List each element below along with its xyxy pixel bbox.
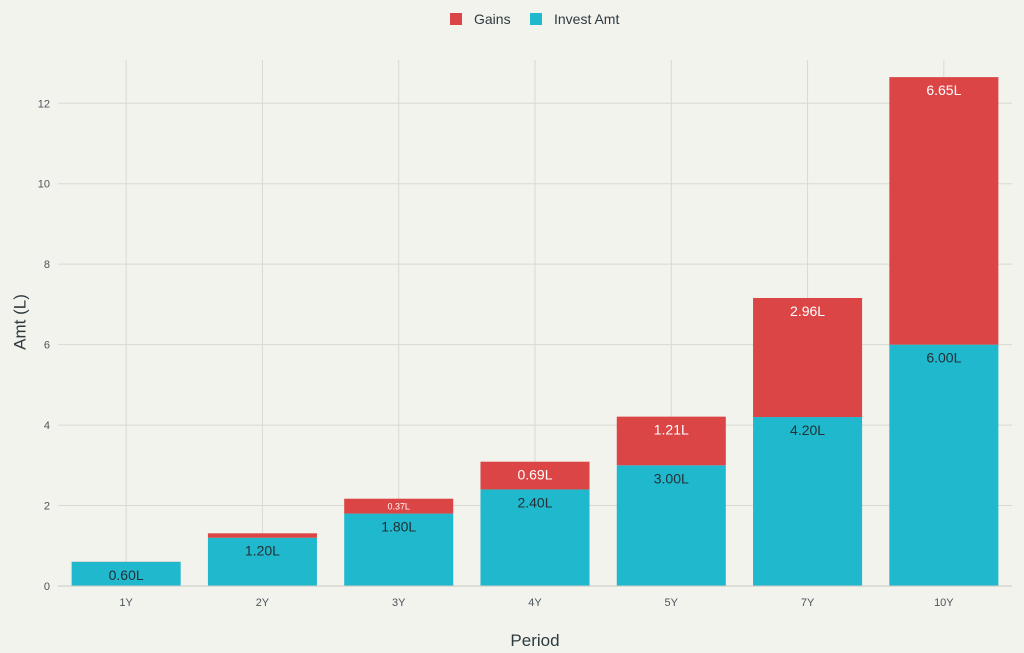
- x-tick-label: 5Y: [665, 597, 679, 609]
- y-tick-label: 12: [38, 98, 50, 110]
- axes: 0 2 4 6 8 10 12 1Y 2Y 3Y 4Y 5Y 7Y 10Y: [38, 98, 1012, 609]
- bar-label-invest-amt: 0.60L: [109, 567, 144, 583]
- bars: [71, 77, 999, 586]
- bar-invest-amt: [344, 513, 454, 586]
- x-tick-label: 1Y: [119, 597, 133, 609]
- bar-label-gains: 0.37L: [388, 501, 410, 511]
- x-tick-label: 2Y: [256, 597, 270, 609]
- bar-label-invest-amt: 4.20L: [790, 422, 825, 438]
- bar-label-invest-amt: 6.00L: [926, 350, 961, 366]
- bar-label-gains: 2.96L: [790, 303, 825, 319]
- bar-label-invest-amt: 3.00L: [654, 470, 689, 486]
- x-tick-label: 10Y: [934, 597, 954, 609]
- legend-swatch: [450, 13, 462, 25]
- bar-gains: [207, 533, 317, 538]
- x-tick-label: 3Y: [392, 597, 406, 609]
- bar-label-gains: 1.21L: [654, 422, 689, 438]
- y-tick-label: 6: [44, 340, 50, 352]
- bar-invest-amt: [889, 344, 999, 586]
- bar-label-invest-amt: 1.80L: [381, 519, 416, 535]
- bar-label-gains: 6.65L: [926, 82, 961, 98]
- bar-gains: [889, 77, 999, 345]
- y-axis-title: Amt (L): [10, 294, 29, 350]
- x-axis-title: Period: [510, 631, 559, 650]
- legend-swatch: [530, 13, 542, 25]
- bar-label-invest-amt: 2.40L: [517, 494, 552, 510]
- y-tick-label: 10: [38, 179, 50, 191]
- legend-label: Invest Amt: [554, 11, 619, 27]
- bar-labels: 0.60L 1.20L 1.80L 0.37L 2.40L 0.69L 3.00L 1.21L…: [109, 82, 962, 583]
- y-tick-label: 0: [44, 581, 50, 593]
- bar-label-invest-amt: 1.20L: [245, 543, 280, 559]
- bar-invest-amt: [753, 417, 863, 586]
- legend-label: Gains: [474, 11, 511, 27]
- x-tick-label: 4Y: [528, 597, 542, 609]
- bar-gains: [616, 416, 726, 466]
- y-tick-label: 8: [44, 259, 50, 271]
- y-tick-label: 4: [44, 420, 50, 432]
- x-tick-label: 7Y: [801, 597, 815, 609]
- bar-gains: [753, 297, 863, 418]
- bar-gains: [480, 461, 590, 490]
- bar-invest-amt: [207, 537, 317, 586]
- bar-invest-amt: [616, 465, 726, 586]
- bar-gains: [344, 498, 454, 514]
- bar-label-gains: 0.69L: [517, 467, 552, 483]
- legend: Gains Invest Amt: [450, 11, 619, 27]
- bar-invest-amt: [71, 561, 181, 586]
- bar-invest-amt: [480, 489, 590, 586]
- y-tick-label: 2: [44, 501, 50, 513]
